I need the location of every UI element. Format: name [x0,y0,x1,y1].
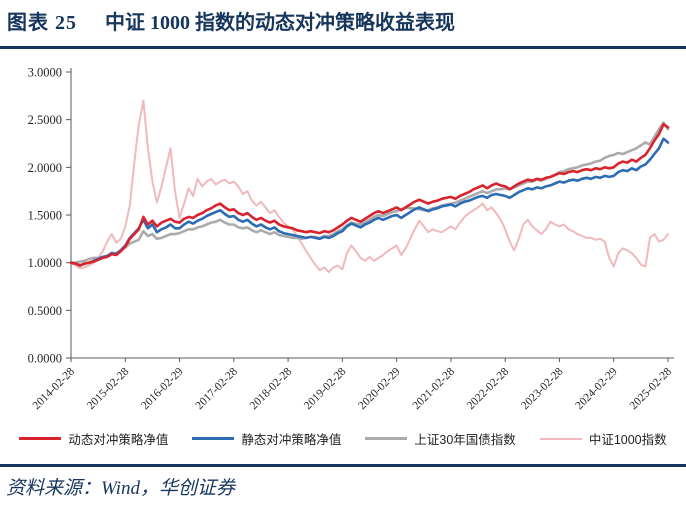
figure-title: 中证 1000 指数的动态对冲策略收益表现 [105,12,455,34]
chart-legend: 动态对冲策略净值 静态对冲策略净值 上证30年国债指数 中证1000指数 [0,429,686,448]
legend-label: 静态对冲策略净值 [241,433,342,447]
figure-number-label: 图表 25 [7,12,77,34]
x-axis-label: 2017-02-28 [194,365,241,412]
y-axis-label: 1.0000 [28,256,62,270]
x-axis-label: 2024-02-29 [573,365,620,412]
x-axis-label: 2025-02-28 [628,365,675,412]
legend-label: 中证1000指数 [588,433,667,447]
legend-line-swatch [192,437,235,440]
y-axis-label: 1.5000 [28,209,62,223]
source-note: 资料来源：Wind，华创证券 [6,478,236,499]
legend-item-3: 上证30年国债指数 [365,429,516,448]
x-axis-label: 2022-02-28 [465,365,512,412]
legend-line-swatch [365,437,408,440]
figure-header: 图表 25 中证 1000 指数的动态对冲策略收益表现 [7,6,455,35]
y-axis-label: 3.0000 [28,66,62,80]
y-axis-label: 0.0000 [28,352,62,366]
legend-item-4: 中证1000指数 [539,429,667,448]
x-axis-label: 2016-02-29 [139,365,186,412]
legend-label: 动态对冲策略净值 [68,433,169,447]
x-axis-label: 2020-02-29 [356,365,403,412]
legend-line-swatch [19,437,62,440]
x-axis-label: 2018-02-28 [248,365,295,412]
x-axis-label: 2021-02-28 [411,365,458,412]
legend-label: 上证30年国债指数 [414,433,516,447]
footer-divider [0,464,686,467]
x-axis-label: 2014-02-28 [31,365,78,412]
legend-item-2: 静态对冲策略净值 [192,429,341,448]
x-axis-label: 2015-02-28 [85,365,132,412]
x-axis-label: 2023-02-28 [519,365,566,412]
y-axis-label: 2.5000 [28,113,62,127]
series-line [69,137,670,267]
title-divider [0,46,686,49]
series-line [69,121,670,264]
legend-item-1: 动态对冲策略净值 [19,429,168,448]
net-value-line-chart: 0.0000 0.5000 1.0000 1.5000 2.0000 2.5000 3.00… [28,66,675,413]
legend-line-swatch [539,437,582,440]
series-line [70,99,669,274]
y-axis-label: 2.0000 [28,161,62,175]
x-axis-label: 2019-02-28 [302,365,349,412]
series-line [69,123,670,267]
y-axis-label: 0.5000 [28,304,62,318]
